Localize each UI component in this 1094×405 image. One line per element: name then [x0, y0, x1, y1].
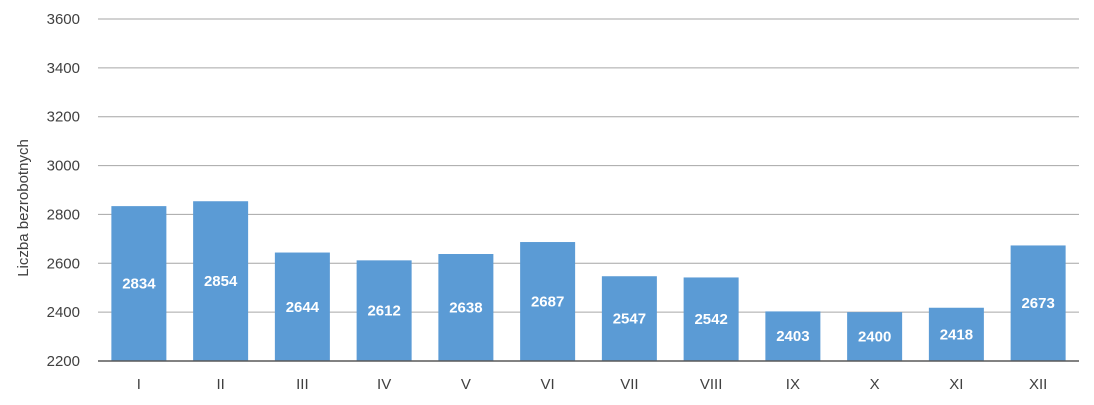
bar	[765, 311, 821, 361]
bar	[928, 307, 984, 361]
data-label: 2854	[204, 273, 238, 290]
bar	[683, 277, 739, 361]
x-tick-label: VII	[620, 376, 638, 393]
data-label: 2418	[940, 326, 973, 343]
data-label: 2403	[776, 328, 809, 345]
x-tick-label: VIII	[700, 376, 723, 393]
y-tick-label: 3600	[47, 11, 80, 28]
x-axis-ticks: I II III IV V VI VII VIII IX X XI XII	[98, 360, 1079, 393]
data-label: 2834	[122, 276, 156, 293]
x-tick-label: VI	[541, 376, 555, 393]
y-tick-label: 3400	[47, 60, 80, 77]
x-tick-label: V	[461, 376, 471, 393]
data-label: 2638	[449, 300, 482, 317]
bar	[193, 201, 249, 361]
bar	[438, 254, 494, 361]
x-tick-label: XI	[949, 376, 963, 393]
y-axis-label: Liczba bezrobotnych	[15, 139, 32, 277]
y-tick-label: 2800	[47, 206, 80, 223]
y-tick-label: 3000	[47, 158, 80, 175]
data-label: 2542	[694, 311, 727, 328]
y-tick-label: 2600	[47, 255, 80, 272]
bars: 2834 2854 2644 2612 2638 2687 2547 2542 2403 2400…	[111, 201, 1066, 361]
bar	[356, 260, 412, 361]
x-tick-label: II	[216, 376, 224, 393]
bar	[601, 276, 657, 361]
bar	[847, 312, 903, 361]
y-tick-label: 2200	[47, 353, 80, 370]
y-tick-label: 2400	[47, 304, 80, 321]
gridlines	[98, 18, 1079, 313]
x-tick-label: IV	[377, 376, 391, 393]
bar	[111, 206, 167, 361]
x-tick-label: I	[137, 376, 141, 393]
data-label: 2400	[858, 329, 891, 346]
bar	[1010, 245, 1066, 361]
y-axis-ticks: 2200 2400 2600 2800 3000 3200 3400 3600	[47, 11, 80, 370]
x-tick-label: X	[870, 376, 880, 393]
data-label: 2687	[531, 294, 564, 311]
x-tick-label: IX	[786, 376, 800, 393]
x-tick-label: III	[296, 376, 309, 393]
data-label: 2612	[367, 303, 400, 320]
data-label: 2547	[613, 311, 646, 328]
bar	[274, 252, 330, 361]
data-label: 2673	[1021, 295, 1054, 312]
bar	[520, 242, 576, 361]
x-tick-label: XII	[1029, 376, 1047, 393]
data-label: 2644	[286, 299, 320, 316]
y-tick-label: 3200	[47, 109, 80, 126]
